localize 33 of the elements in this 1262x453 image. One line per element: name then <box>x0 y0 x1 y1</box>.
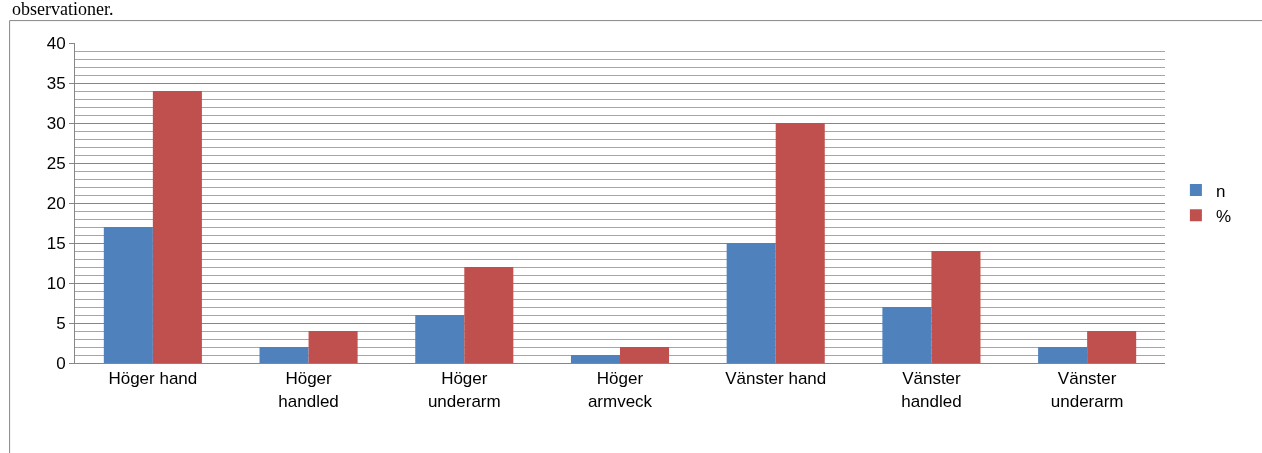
bar <box>152 91 202 363</box>
bar <box>570 355 620 363</box>
bar <box>103 227 153 363</box>
y-tick-label: 10 <box>46 273 66 293</box>
x-tick-label: Höger handled <box>278 369 339 411</box>
y-tick-label: 40 <box>46 33 66 53</box>
bar <box>620 347 670 363</box>
x-tick-label: Vänster hand <box>725 369 827 389</box>
text: observationer. <box>12 0 114 19</box>
legend-label: n <box>1215 181 1226 201</box>
bar <box>308 331 358 363</box>
y-tick-label: 25 <box>46 153 66 173</box>
bar <box>882 307 932 363</box>
bar <box>726 243 776 363</box>
y-tick-label: 35 <box>46 73 66 93</box>
y-tick-label: 0 <box>56 353 66 373</box>
x-tick-label: Vänster handled <box>901 369 962 411</box>
x-tick-label: Höger armveck <box>587 369 653 411</box>
bar <box>464 267 514 363</box>
bar <box>1038 347 1088 363</box>
x-tick-label: Höger underarm <box>427 369 501 411</box>
x-tick-label: Vänster underarm <box>1050 369 1124 411</box>
legend-label: % <box>1215 206 1232 226</box>
y-tick-label: 20 <box>46 193 66 213</box>
bar <box>775 123 825 363</box>
bar <box>1087 331 1137 363</box>
bar <box>259 347 309 363</box>
bar <box>415 315 465 363</box>
x-tick-label: Höger hand <box>108 369 198 389</box>
bar <box>931 251 981 363</box>
y-tick-label: 15 <box>46 233 66 253</box>
y-tick-label: 30 <box>46 113 66 133</box>
y-tick-label: 5 <box>56 313 66 333</box>
